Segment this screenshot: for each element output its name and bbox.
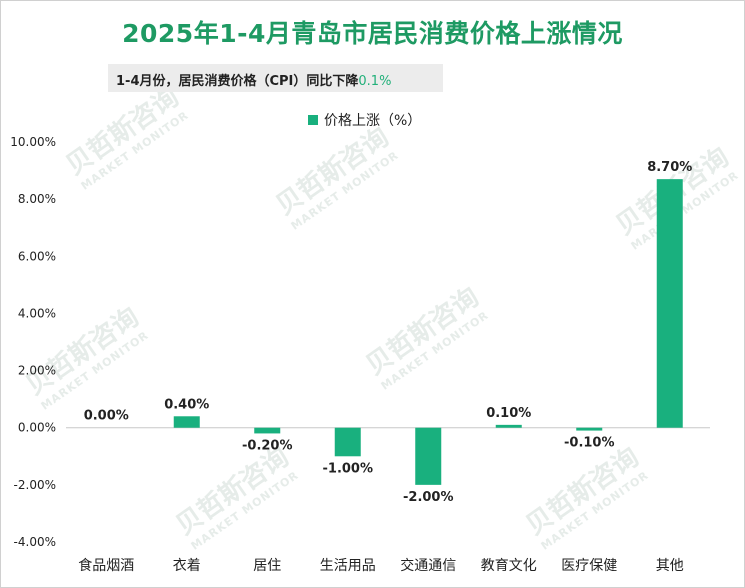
x-tick-label: 衣着 <box>173 558 201 574</box>
data-label: -1.00% <box>323 461 374 476</box>
y-tick-label: -4.00% <box>14 535 56 549</box>
legend: 价格上涨（%） <box>308 110 421 130</box>
data-label: -0.10% <box>564 436 615 451</box>
subtitle-box: 1-4月份，居民消费价格（CPI）同比下降0.1% <box>108 64 443 92</box>
y-tick-label: 2.00% <box>18 364 56 378</box>
x-tick-label: 教育文化 <box>481 558 537 574</box>
bar <box>415 427 442 485</box>
x-tick-label: 食品烟酒 <box>78 557 134 574</box>
data-label: 0.40% <box>164 397 209 412</box>
legend-swatch <box>308 115 318 125</box>
y-tick-label: -2.00% <box>14 478 56 492</box>
data-label: 8.70% <box>647 160 692 175</box>
x-tick-label: 生活用品 <box>320 558 376 574</box>
bar <box>254 427 281 434</box>
subtitle-highlight: 0.1% <box>358 74 392 89</box>
y-tick-label: 6.00% <box>18 249 56 263</box>
chart-title: 2025年1-4月青岛市居民消费价格上涨情况 <box>122 19 623 48</box>
x-tick-label: 医疗保健 <box>561 558 617 574</box>
bar <box>334 427 361 457</box>
bar <box>173 416 200 428</box>
subtitle-text: 1-4月份，居民消费价格（CPI）同比下降0.1% <box>116 74 392 89</box>
y-tick-label: 8.00% <box>18 192 56 206</box>
bar <box>495 424 522 428</box>
x-tick-label: 居住 <box>253 558 281 574</box>
bar <box>576 427 603 431</box>
bar <box>656 179 683 428</box>
data-label: -0.20% <box>242 438 293 453</box>
legend-label: 价格上涨（%） <box>324 113 422 129</box>
y-tick-label: 4.00% <box>18 306 56 320</box>
data-label: 0.10% <box>486 406 531 421</box>
y-tick-label: 0.00% <box>18 421 56 435</box>
x-tick-label: 交通通信 <box>400 557 456 574</box>
data-label: -2.00% <box>403 490 454 505</box>
x-tick-label: 其他 <box>656 558 684 574</box>
y-tick-label: 10.00% <box>10 135 56 149</box>
data-label: 0.00% <box>84 409 129 424</box>
